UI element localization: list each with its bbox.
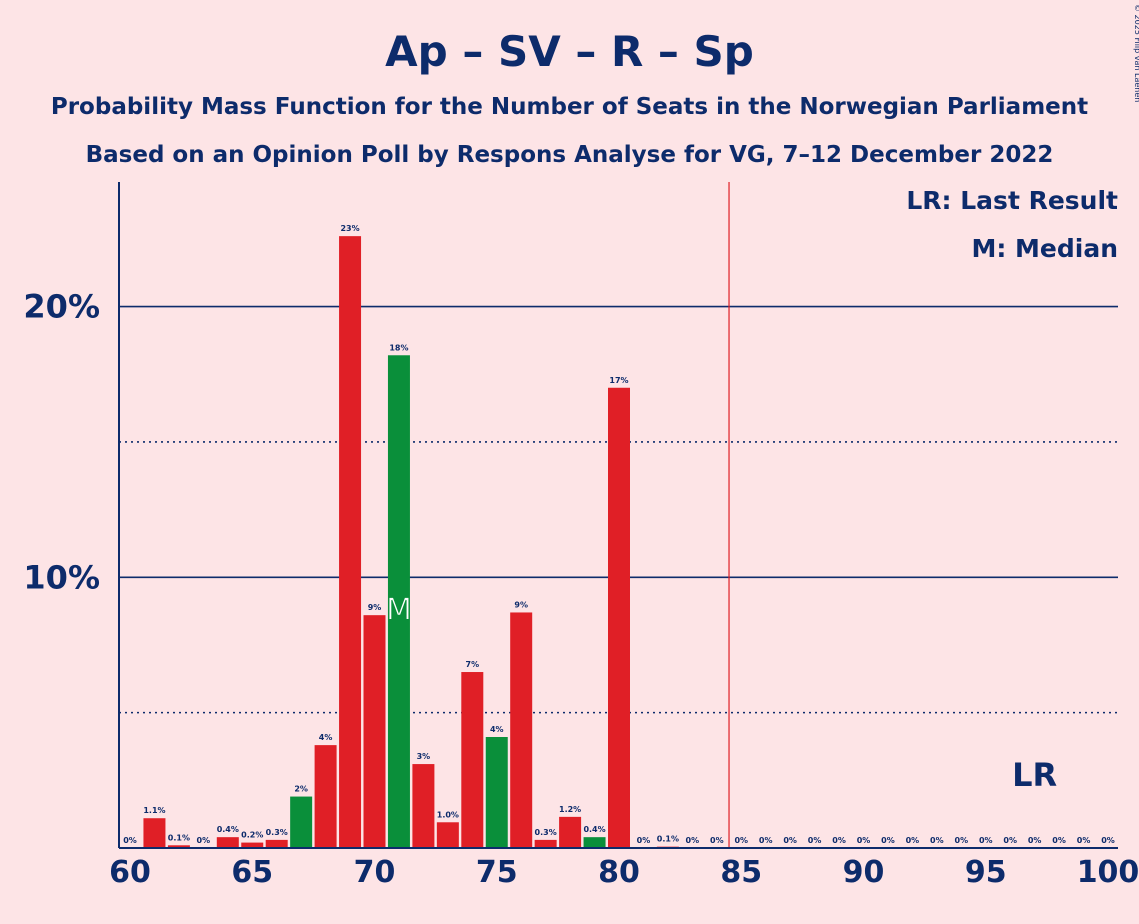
bar-label-seat-81: 0%	[637, 836, 651, 845]
bar-seat-76	[510, 612, 533, 848]
bar-label-seat-73: 1.0%	[437, 810, 459, 819]
bar-label-seat-83: 0%	[686, 836, 700, 845]
bar-label-seat-94: 0%	[955, 836, 969, 845]
bar-label-seat-68: 4%	[319, 733, 333, 742]
y-tick-label-20: 20%	[23, 288, 100, 326]
bar-label-seat-77: 0.3%	[535, 828, 557, 837]
bar-seat-69	[339, 236, 362, 848]
bar-seat-64	[216, 837, 239, 848]
bar-seat-77	[534, 839, 557, 848]
bar-label-seat-92: 0%	[906, 836, 920, 845]
bar-label-seat-62: 0.1%	[168, 833, 190, 842]
bar-label-seat-60: 0%	[123, 836, 137, 845]
x-tick-label-100: 100	[1077, 855, 1139, 890]
bar-label-seat-95: 0%	[979, 836, 993, 845]
bar-label-seat-85: 0%	[734, 836, 748, 845]
bar-seat-79	[583, 837, 606, 848]
bar-label-seat-96: 0%	[1003, 836, 1017, 845]
bar-label-seat-67: 2%	[294, 785, 308, 794]
bar-label-seat-65: 0.2%	[241, 831, 263, 840]
bar-value-labels: 0%1.1%0.1% 0%0.4%0.2% 0.3%2%4%23%9%18%3%1.…	[123, 224, 1115, 845]
x-tick-label-90: 90	[843, 855, 885, 890]
bar-seat-75	[485, 737, 508, 848]
chart-subtitle-1: Probability Mass Function for the Number…	[51, 94, 1088, 120]
bar-seat-78	[559, 816, 582, 848]
bar-seat-67	[290, 796, 313, 848]
bar-label-seat-93: 0%	[930, 836, 944, 845]
bar-label-seat-66: 0.3%	[266, 828, 288, 837]
bar-label-seat-79: 0.4%	[583, 825, 605, 834]
bar-seat-80	[608, 387, 630, 848]
bar-seat-71	[387, 355, 410, 848]
bar-label-seat-69: 23%	[340, 224, 359, 233]
bar-label-seat-99: 0%	[1077, 836, 1091, 845]
bar-seat-72	[412, 764, 435, 848]
bar-label-seat-97: 0%	[1028, 836, 1042, 845]
bar-label-seat-98: 0%	[1052, 836, 1066, 845]
bar-label-seat-63: 0%	[197, 836, 211, 845]
bar-seat-61	[143, 818, 166, 848]
bar-label-seat-70: 9%	[368, 603, 382, 612]
x-tick-label-80: 80	[598, 855, 640, 890]
bar-seat-65	[241, 842, 264, 848]
bar-label-seat-87: 0%	[783, 836, 797, 845]
legend-last-result: LR: Last Result	[906, 186, 1118, 215]
bar-seat-62	[167, 845, 190, 848]
bar-label-seat-91: 0%	[881, 836, 895, 845]
bars	[143, 236, 679, 848]
bar-label-seat-82: 0.1%	[657, 835, 679, 844]
bar-label-seat-84: 0%	[710, 836, 724, 845]
median-marker-label: M	[386, 593, 412, 628]
chart-title: Ap – SV – R – Sp	[385, 27, 754, 76]
bar-label-seat-88: 0%	[808, 836, 822, 845]
bar-seat-70	[363, 615, 386, 848]
bar-seat-68	[314, 745, 337, 848]
bar-seat-66	[265, 839, 288, 848]
chart-subtitle-2: Based on an Opinion Poll by Respons Anal…	[86, 142, 1054, 168]
bar-label-seat-76: 9%	[514, 600, 528, 609]
bar-label-seat-90: 0%	[857, 836, 871, 845]
bar-seat-74	[461, 672, 484, 848]
bar-label-seat-72: 3%	[417, 752, 431, 761]
bar-label-seat-78: 1.2%	[559, 805, 581, 814]
bar-label-seat-61: 1.1%	[143, 806, 165, 815]
x-tick-labels: 60 65 70 75 80 85 90 95 100	[109, 855, 1139, 890]
x-tick-label-85: 85	[720, 855, 762, 890]
last-result-marker: LR	[1012, 756, 1057, 794]
bar-label-seat-89: 0%	[832, 836, 846, 845]
legend-median: M: Median	[971, 234, 1118, 263]
y-tick-labels: 10% 20%	[23, 288, 100, 597]
bar-label-seat-80: 17%	[609, 376, 628, 385]
bar-label-seat-71: 18%	[389, 343, 408, 352]
y-tick-label-10: 10%	[23, 558, 100, 596]
bar-label-seat-74: 7%	[466, 660, 480, 669]
bar-label-seat-86: 0%	[759, 836, 773, 845]
bar-seat-73	[436, 822, 459, 848]
x-tick-label-60: 60	[109, 855, 151, 890]
bar-label-seat-75: 4%	[490, 725, 504, 734]
x-tick-label-75: 75	[476, 855, 518, 890]
copyright-notice: © 2025 Filip van Laenen	[1133, 4, 1139, 102]
x-tick-label-95: 95	[965, 855, 1007, 890]
x-tick-label-65: 65	[231, 855, 273, 890]
bar-label-seat-64: 0.4%	[217, 825, 239, 834]
bar-label-seat-100: 0%	[1101, 836, 1115, 845]
x-tick-label-70: 70	[354, 855, 396, 890]
